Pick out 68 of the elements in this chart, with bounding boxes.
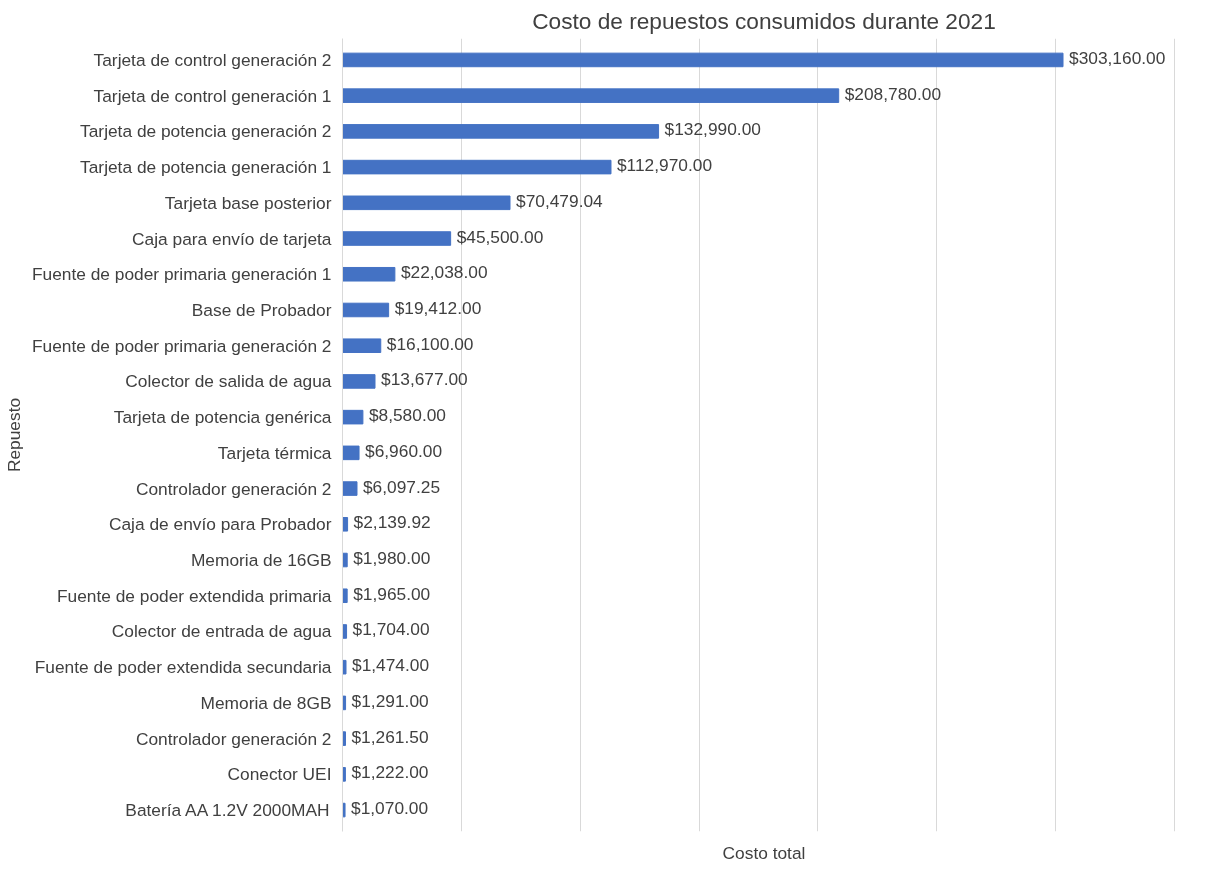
y-tick-label: Caja de envío para Probador <box>108 514 332 535</box>
bar <box>342 659 347 675</box>
data-label: $1,222.00 <box>351 762 429 783</box>
bar <box>342 338 382 353</box>
bar <box>342 802 346 818</box>
data-label: $8,580.00 <box>368 405 446 426</box>
bar <box>342 445 360 461</box>
data-label: $112,970.00 <box>616 155 713 176</box>
bar <box>342 231 452 246</box>
bar <box>342 266 396 282</box>
y-tick-label: Caja para envío de tarjeta <box>132 228 332 249</box>
data-label: $6,960.00 <box>365 440 443 461</box>
data-label: $1,261.50 <box>351 726 429 747</box>
y-tick-label: Memoria de 8GB <box>200 692 332 713</box>
bar <box>342 374 376 389</box>
bar <box>342 624 348 639</box>
bar <box>342 52 1064 68</box>
data-label: $1,980.00 <box>353 548 431 569</box>
y-tick-label: Controlador generación 2 <box>135 728 332 749</box>
bar <box>342 552 348 568</box>
y-tick-label: Fuente de poder extendida primaria <box>56 585 332 606</box>
y-tick-label: Memoria de 16GB <box>190 550 332 571</box>
data-label: $45,500.00 <box>456 226 544 247</box>
data-label: $19,412.00 <box>394 297 482 318</box>
y-tick-label: Colector de entrada de agua <box>111 621 332 642</box>
y-tick-label: Conector UEI <box>227 764 332 785</box>
y-tick-label: Tarjeta de control generación 1 <box>93 85 332 106</box>
data-label: $13,677.00 <box>381 369 468 390</box>
data-label: $1,070.00 <box>351 798 429 819</box>
bar <box>342 302 390 318</box>
data-label: $6,097.25 <box>362 476 441 497</box>
bar <box>342 731 346 746</box>
data-label: $2,139.92 <box>353 512 431 533</box>
chart-title: Costo de repuestos consumidos durante 2021 <box>532 7 996 34</box>
data-label: $1,965.00 <box>353 583 431 604</box>
y-tick-label: Base de Probador <box>191 299 332 320</box>
x-axis-title: Costo total <box>722 842 806 863</box>
bar <box>342 517 349 532</box>
bar <box>342 481 358 496</box>
data-label: $70,479.04 <box>516 190 604 211</box>
bar <box>342 409 364 425</box>
data-label: $22,038.00 <box>400 262 488 283</box>
y-tick-label: Tarjeta base posterior <box>164 192 332 213</box>
y-tick-label: Batería AA 1.2V 2000MAH <box>125 800 330 821</box>
y-tick-label: Tarjeta de potencia genérica <box>113 407 332 428</box>
y-tick-label: Tarjeta de potencia generación 2 <box>80 121 332 142</box>
data-label: $303,160.00 <box>1069 47 1166 68</box>
data-label: $16,100.00 <box>386 333 474 354</box>
y-tick-label: Fuente de poder primaria generación 2 <box>31 335 332 356</box>
y-axis-title: Repuesto <box>3 397 24 473</box>
y-tick-label: Tarjeta térmica <box>217 442 332 463</box>
y-tick-label: Tarjeta de potencia generación 1 <box>80 157 332 178</box>
y-tick-label: Fuente de poder extendida secundaria <box>34 657 332 678</box>
data-label: $132,990.00 <box>664 119 761 140</box>
data-label: $1,704.00 <box>352 619 430 640</box>
y-tick-label: Colector de salida de agua <box>125 371 332 392</box>
bar <box>342 88 840 103</box>
data-label: $1,291.00 <box>351 690 429 711</box>
bar <box>342 767 346 782</box>
y-tick-label: Fuente de poder primaria generación 1 <box>31 264 332 285</box>
bar <box>342 159 612 175</box>
data-label: $1,474.00 <box>352 655 430 676</box>
bar <box>342 195 511 211</box>
bar <box>342 124 660 139</box>
y-tick-label: Controlador generación 2 <box>135 478 332 499</box>
y-tick-label: Tarjeta de control generación 2 <box>93 49 332 70</box>
data-label: $208,780.00 <box>844 83 942 104</box>
bar <box>342 588 348 604</box>
